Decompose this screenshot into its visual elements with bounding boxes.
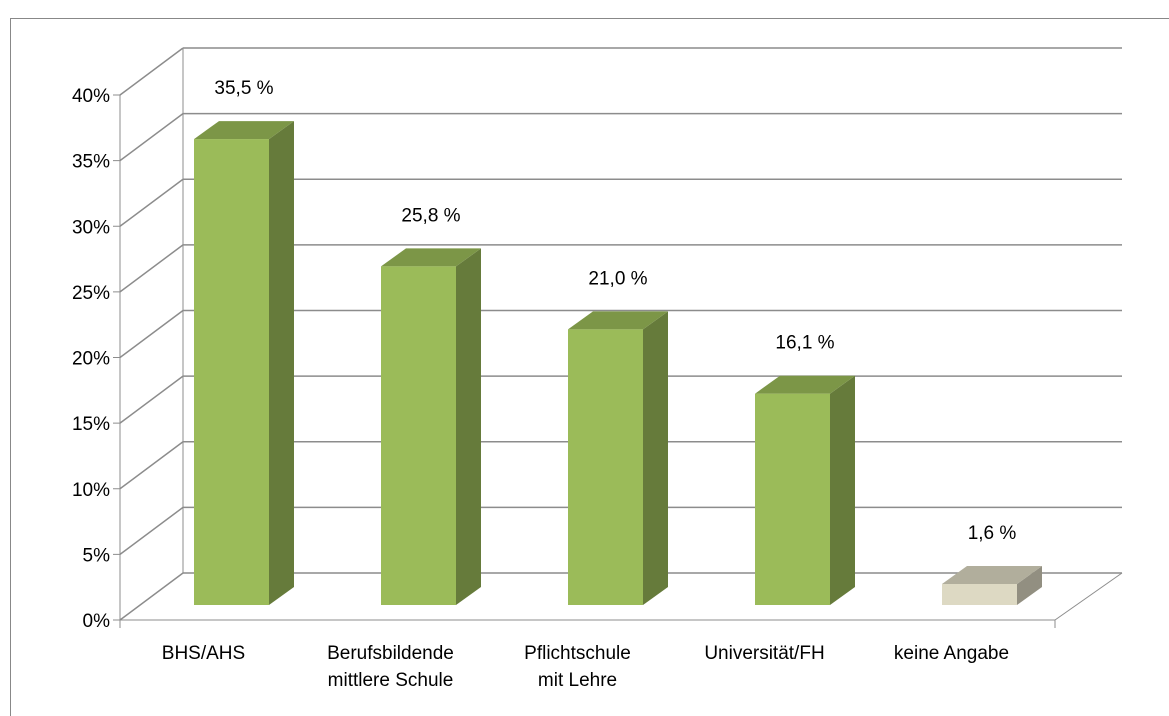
y-tick-label: 20% (72, 349, 110, 370)
grid-line (119, 113, 184, 162)
grid-line (119, 375, 184, 424)
bar-side (830, 375, 855, 605)
y-tick-label: 40% (72, 86, 110, 107)
bar (381, 266, 456, 605)
bar (755, 393, 830, 605)
value-label: 25,8 % (401, 205, 460, 226)
grid-line (119, 47, 184, 96)
chart-frame (10, 18, 1169, 716)
y-tick-label: 15% (72, 414, 110, 435)
grid-line (119, 506, 184, 555)
bar-top (942, 566, 1042, 584)
bar (942, 584, 1017, 605)
x-tick-label: Universität/FH (704, 643, 825, 664)
bar-side (456, 248, 481, 605)
bar-side (1017, 566, 1042, 605)
grid-line (119, 244, 184, 293)
value-label: 21,0 % (588, 268, 647, 289)
bar-top (381, 248, 481, 267)
grid-line (119, 441, 184, 490)
y-tick-label: 35% (72, 152, 110, 173)
bar-side (269, 121, 294, 605)
bar-top (194, 121, 294, 140)
bar (194, 139, 269, 605)
y-tick-label: 0% (83, 611, 111, 632)
y-tick-label: 5% (83, 545, 111, 566)
bar-top (755, 375, 855, 394)
grid-line (119, 309, 184, 359)
x-tick-label: Pflichtschule mit Lehre (524, 643, 631, 691)
bar (568, 329, 643, 605)
y-tick-label: 25% (72, 283, 110, 304)
value-label: 16,1 % (775, 333, 834, 354)
value-label: 35,5 % (214, 78, 273, 99)
x-tick-label: keine Angabe (893, 643, 1010, 664)
grid-line (119, 572, 184, 621)
floor-edge (1054, 572, 1123, 621)
bar-top (568, 311, 668, 330)
grid-line (119, 178, 184, 227)
value-label: 1,6 % (968, 523, 1017, 544)
y-tick-label: 10% (72, 480, 110, 501)
bar-side (643, 311, 668, 605)
y-tick-label: 30% (72, 217, 110, 238)
x-tick-label: BHS/AHS (161, 643, 246, 664)
x-tick-label: Berufsbildende mittlere Schule (327, 643, 454, 691)
